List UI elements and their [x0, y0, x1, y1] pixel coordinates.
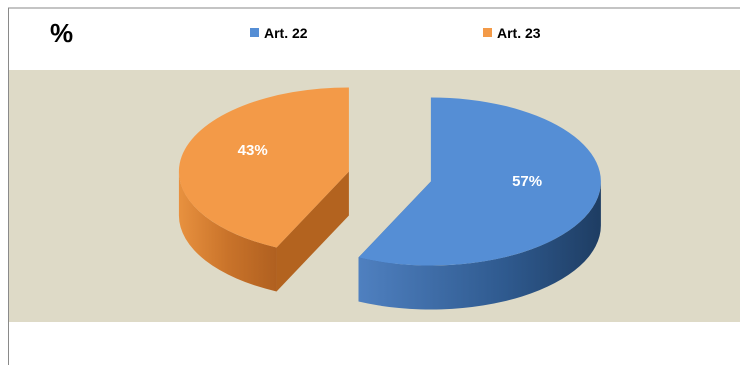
legend-label-art-23: Art. 23 [497, 25, 541, 41]
legend-swatch-art-23 [483, 28, 492, 37]
chart-title: % [50, 18, 73, 48]
legend: Art. 22 Art. 23 [250, 25, 541, 41]
slice-art-22 [358, 97, 601, 266]
slice-art-23 [178, 87, 349, 248]
slice-art-23-rim-0 [178, 171, 277, 292]
slice-art-22-rim-0 [358, 181, 601, 310]
slice-art-23-cut-face-0 [276, 171, 349, 292]
slice-label-art-22: 57% [512, 173, 542, 190]
legend-label-art-22: Art. 22 [264, 25, 308, 41]
pie-slices [178, 87, 601, 310]
slice-label-art-23: 43% [238, 142, 268, 159]
legend-swatch-art-22 [250, 28, 259, 37]
